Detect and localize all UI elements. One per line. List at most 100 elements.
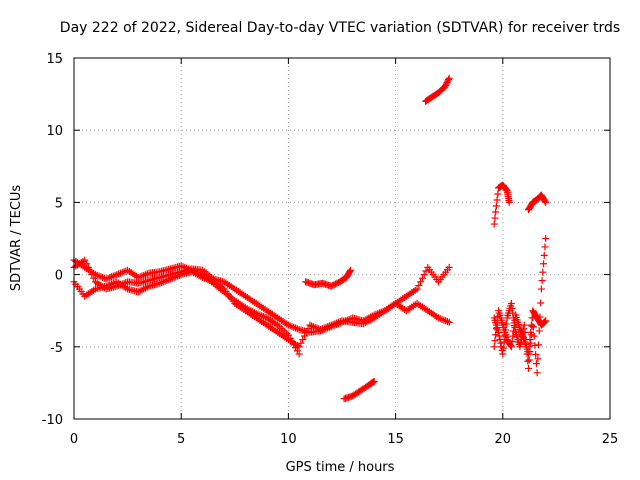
interpolated-point xyxy=(524,357,532,365)
y-tick-label: 5 xyxy=(55,196,63,211)
y-axis-label: SDTVAR / TECUs xyxy=(9,185,24,292)
interpolated-point xyxy=(532,360,540,368)
x-tick-label: 25 xyxy=(602,432,619,447)
data-point xyxy=(507,343,515,351)
interpolated-point xyxy=(509,332,517,340)
interpolated-point xyxy=(502,320,510,328)
interpolated-point xyxy=(540,260,548,268)
x-tick-label: 0 xyxy=(70,432,78,447)
interpolated-point xyxy=(491,214,499,222)
interpolated-point xyxy=(538,277,546,285)
interpolated-point xyxy=(300,332,308,340)
interpolated-point xyxy=(491,337,499,345)
interpolated-point xyxy=(517,339,525,347)
interpolated-point xyxy=(525,356,533,364)
interpolated-point xyxy=(415,281,423,289)
x-axis-label: GPS time / hours xyxy=(286,460,395,475)
data-point xyxy=(516,325,524,333)
data-point xyxy=(370,377,378,385)
data-points xyxy=(70,74,550,403)
interpolated-point xyxy=(422,267,430,275)
interpolated-point xyxy=(539,268,547,276)
interpolated-point xyxy=(492,331,500,339)
interpolated-point xyxy=(535,327,543,335)
interpolated-point xyxy=(510,322,518,330)
y-tick-label: -5 xyxy=(50,341,63,356)
x-tick-label: 5 xyxy=(177,432,185,447)
interpolated-point xyxy=(528,322,536,330)
axis-ticks: 0 5 10 15 20 25 -10 -5 0 5 10 15 xyxy=(42,52,619,447)
y-tick-label: 10 xyxy=(46,124,63,139)
data-point xyxy=(507,299,515,307)
interpolated-point xyxy=(534,355,542,363)
interpolated-point xyxy=(304,325,312,333)
interpolated-point xyxy=(520,334,528,342)
interpolated-point xyxy=(494,190,502,198)
data-point xyxy=(445,74,453,82)
data-point xyxy=(542,235,550,242)
interpolated-point xyxy=(508,304,516,312)
data-point xyxy=(81,256,89,264)
chart-title: Day 222 of 2022, Sidereal Day-to-day VTE… xyxy=(60,20,620,36)
interpolated-point xyxy=(540,251,548,259)
data-point xyxy=(516,343,524,351)
interpolated-point xyxy=(519,332,527,340)
interpolated-point xyxy=(541,318,549,326)
interpolated-point xyxy=(417,278,425,286)
interpolated-point xyxy=(492,208,500,216)
data-point xyxy=(445,263,453,271)
interpolated-point xyxy=(418,274,426,282)
interpolated-point xyxy=(532,351,540,359)
interpolated-point xyxy=(510,327,518,335)
interpolated-point xyxy=(540,318,548,326)
data-point xyxy=(505,198,513,206)
data-point xyxy=(295,343,303,351)
interpolated-point xyxy=(302,328,310,336)
interpolated-point xyxy=(508,338,516,346)
interpolated-point xyxy=(293,347,301,355)
data-point xyxy=(525,364,533,372)
interpolated-point xyxy=(299,336,307,344)
interpolated-point xyxy=(518,331,526,339)
interpolated-point xyxy=(507,342,515,350)
x-tick-label: 15 xyxy=(387,432,404,447)
interpolated-point xyxy=(444,76,452,84)
interpolated-point xyxy=(541,197,549,205)
interpolated-point xyxy=(420,271,428,279)
y-tick-label: 15 xyxy=(46,52,63,67)
grid-lines xyxy=(74,58,610,419)
interpolated-point xyxy=(535,341,543,349)
interpolated-point xyxy=(541,243,549,251)
y-tick-label: -10 xyxy=(42,413,63,428)
data-point xyxy=(542,198,550,206)
interpolated-point xyxy=(500,344,508,352)
interpolated-point xyxy=(497,339,505,347)
interpolated-point xyxy=(493,196,501,204)
data-point xyxy=(525,350,533,358)
interpolated-point xyxy=(525,343,533,351)
x-tick-label: 10 xyxy=(280,432,297,447)
interpolated-point xyxy=(527,328,535,336)
interpolated-point xyxy=(346,267,354,275)
interpolated-point xyxy=(537,299,545,307)
y-tick-label: 0 xyxy=(55,269,63,284)
data-point xyxy=(490,343,498,351)
interpolated-point xyxy=(530,332,538,340)
data-point xyxy=(542,317,550,325)
interpolated-point xyxy=(492,202,500,210)
data-point xyxy=(295,350,303,358)
interpolated-point xyxy=(527,339,535,347)
data-point xyxy=(499,350,507,358)
data-point xyxy=(347,266,355,274)
interpolated-point xyxy=(517,329,525,337)
data-point xyxy=(533,369,541,377)
data-point xyxy=(537,285,545,293)
plot-frame xyxy=(73,57,611,420)
data-point xyxy=(490,220,498,228)
interpolated-point xyxy=(492,325,500,333)
interpolated-point xyxy=(527,321,535,329)
interpolated-point xyxy=(526,336,534,344)
interpolated-point xyxy=(517,327,525,335)
data-point xyxy=(413,285,421,293)
